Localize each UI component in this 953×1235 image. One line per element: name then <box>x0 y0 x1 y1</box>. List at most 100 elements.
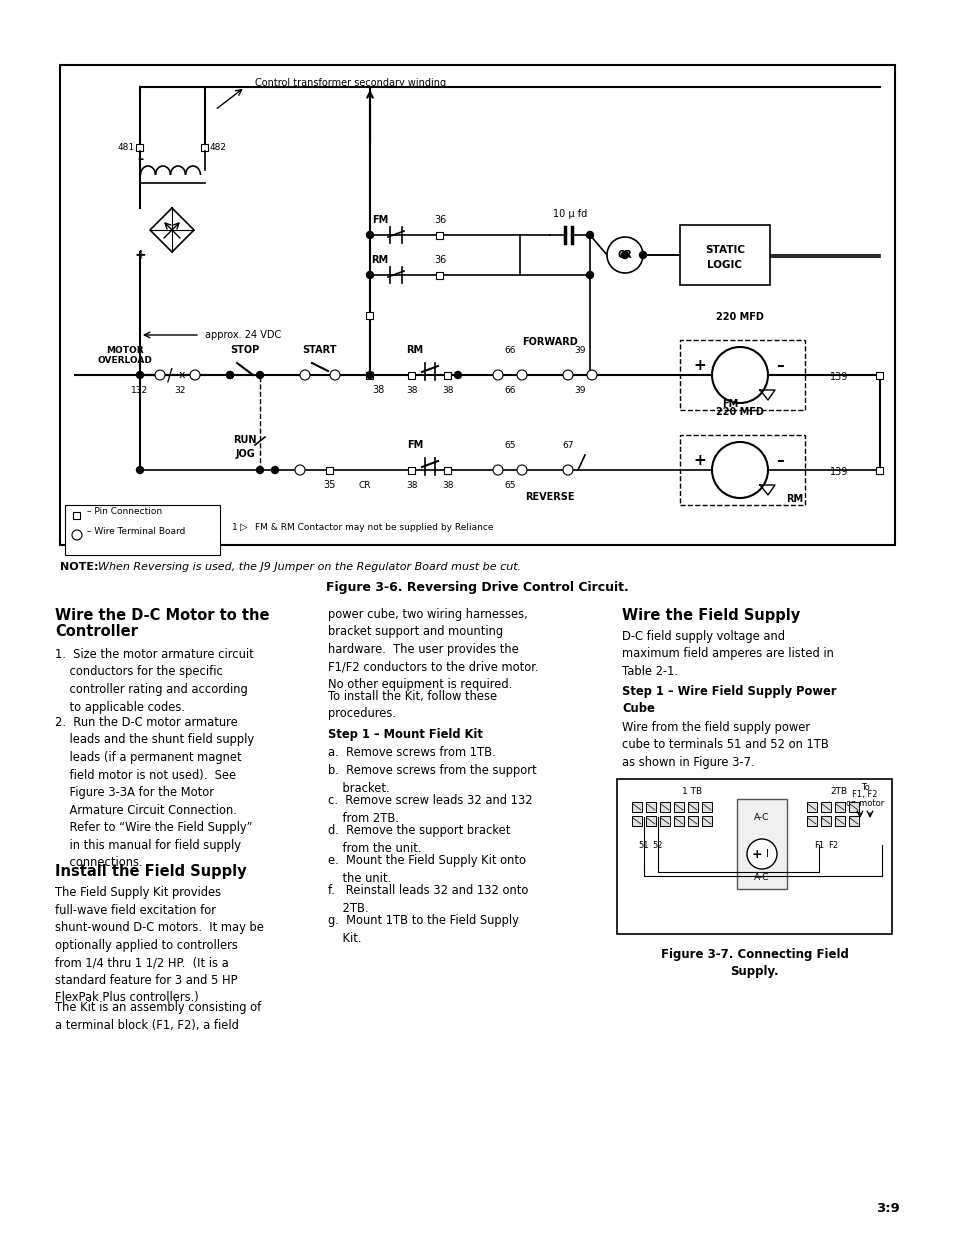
Text: on motor: on motor <box>845 799 883 808</box>
Text: JOG: JOG <box>234 450 254 459</box>
Text: 35: 35 <box>323 480 335 490</box>
Text: A-C: A-C <box>754 813 769 821</box>
Text: Figure 3-7. Connecting Field
Supply.: Figure 3-7. Connecting Field Supply. <box>659 948 847 978</box>
Text: power cube, two wiring harnesses,
bracket support and mounting
hardware.  The us: power cube, two wiring harnesses, bracke… <box>328 608 538 692</box>
Text: d.  Remove the support bracket
    from the unit.: d. Remove the support bracket from the u… <box>328 824 510 855</box>
Text: +: + <box>693 453 705 468</box>
Circle shape <box>226 372 233 378</box>
Circle shape <box>746 839 776 869</box>
Circle shape <box>330 370 339 380</box>
Text: OVERLOAD: OVERLOAD <box>97 356 152 366</box>
Text: FM: FM <box>721 399 738 409</box>
Bar <box>201 143 209 151</box>
Text: MOTOR: MOTOR <box>106 346 144 354</box>
Text: LOGIC: LOGIC <box>707 261 741 270</box>
Text: g.  Mount 1TB to the Field Supply
    Kit.: g. Mount 1TB to the Field Supply Kit. <box>328 914 518 945</box>
Text: 51: 51 <box>639 841 649 850</box>
Circle shape <box>586 370 597 380</box>
Circle shape <box>620 252 628 258</box>
Circle shape <box>366 231 374 238</box>
Text: – Wire Terminal Board: – Wire Terminal Board <box>87 527 185 536</box>
Text: 39: 39 <box>574 346 585 354</box>
Bar <box>821 816 830 826</box>
Bar <box>806 802 816 811</box>
Bar <box>673 802 683 811</box>
Bar <box>673 816 683 826</box>
Text: 38: 38 <box>442 480 454 490</box>
Text: RM: RM <box>785 494 802 504</box>
Text: Figure 3-6. Reversing Drive Control Circuit.: Figure 3-6. Reversing Drive Control Circ… <box>325 580 628 594</box>
Text: 65: 65 <box>504 441 516 450</box>
Text: 1 TB: 1 TB <box>681 787 701 795</box>
Bar <box>645 802 656 811</box>
Circle shape <box>272 467 278 473</box>
Text: RM: RM <box>371 254 388 266</box>
Bar <box>701 816 711 826</box>
Text: FM: FM <box>406 440 423 450</box>
Text: 38: 38 <box>406 480 417 490</box>
Text: The Kit is an assembly consisting of
a terminal block (F1, F2), a field: The Kit is an assembly consisting of a t… <box>55 1002 261 1031</box>
Text: 3:9: 3:9 <box>876 1202 899 1215</box>
Bar <box>876 372 882 378</box>
Bar <box>848 816 858 826</box>
Bar <box>876 467 882 473</box>
Text: 220 MFD: 220 MFD <box>716 408 763 417</box>
Text: 66: 66 <box>504 346 516 354</box>
Text: FORWARD: FORWARD <box>521 337 578 347</box>
Bar <box>834 802 844 811</box>
Text: RM: RM <box>406 345 423 354</box>
Text: f.   Reinstall leads 32 and 132 onto
    2TB.: f. Reinstall leads 32 and 132 onto 2TB. <box>328 884 528 914</box>
Circle shape <box>493 466 502 475</box>
Text: +: + <box>693 358 705 373</box>
Bar <box>408 372 416 378</box>
Text: b.  Remove screws from the support
    bracket.: b. Remove screws from the support bracke… <box>328 764 536 794</box>
Text: approx. 24 VDC: approx. 24 VDC <box>205 330 281 340</box>
Text: RUN: RUN <box>233 435 256 445</box>
Bar <box>631 802 641 811</box>
Text: To install the Kit, follow these
procedures.: To install the Kit, follow these procedu… <box>328 690 497 720</box>
Text: 139: 139 <box>829 467 847 477</box>
Bar <box>631 816 641 826</box>
Text: Wire from the field supply power
cube to terminals 51 and 52 on 1TB
as shown in : Wire from the field supply power cube to… <box>621 721 828 769</box>
Bar <box>687 816 698 826</box>
Circle shape <box>256 372 263 378</box>
Text: 66: 66 <box>504 387 516 395</box>
Text: +: + <box>751 847 761 861</box>
Circle shape <box>711 347 767 403</box>
Text: e.  Mount the Field Supply Kit onto
    the unit.: e. Mount the Field Supply Kit onto the u… <box>328 853 525 884</box>
Text: 482: 482 <box>210 142 227 152</box>
Circle shape <box>190 370 200 380</box>
Bar <box>436 272 443 279</box>
Text: ▷: ▷ <box>240 522 247 532</box>
Text: /: / <box>167 366 172 384</box>
Circle shape <box>256 467 263 473</box>
Circle shape <box>136 467 143 473</box>
Text: Control transformer secondary winding: Control transformer secondary winding <box>254 78 446 88</box>
Circle shape <box>154 370 165 380</box>
Text: 67: 67 <box>561 441 573 450</box>
Bar <box>687 802 698 811</box>
Text: NOTE:: NOTE: <box>60 562 102 572</box>
Text: STATIC: STATIC <box>704 245 744 254</box>
Bar <box>366 372 374 378</box>
Circle shape <box>366 272 374 279</box>
Bar <box>737 799 786 889</box>
Bar <box>645 816 656 826</box>
Bar <box>366 311 374 319</box>
Text: –: – <box>776 453 783 468</box>
Bar <box>806 816 816 826</box>
Bar <box>326 467 334 473</box>
Text: D-C field supply voltage and
maximum field amperes are listed in
Table 2-1.: D-C field supply voltage and maximum fie… <box>621 630 833 678</box>
Text: The Field Supply Kit provides
full-wave field excitation for
shunt-wound D-C mot: The Field Supply Kit provides full-wave … <box>55 885 264 1004</box>
Text: 481: 481 <box>118 142 135 152</box>
Bar <box>408 467 416 473</box>
Text: +: + <box>134 248 146 262</box>
Text: a.  Remove screws from 1TB.: a. Remove screws from 1TB. <box>328 746 496 760</box>
Text: c.  Remove screw leads 32 and 132
    from 2TB.: c. Remove screw leads 32 and 132 from 2T… <box>328 794 532 825</box>
Text: Step 1 – Mount Field Kit: Step 1 – Mount Field Kit <box>328 727 482 741</box>
Circle shape <box>517 466 526 475</box>
Circle shape <box>586 272 593 279</box>
Text: 139: 139 <box>829 372 847 382</box>
Circle shape <box>226 372 233 378</box>
Circle shape <box>586 231 593 238</box>
